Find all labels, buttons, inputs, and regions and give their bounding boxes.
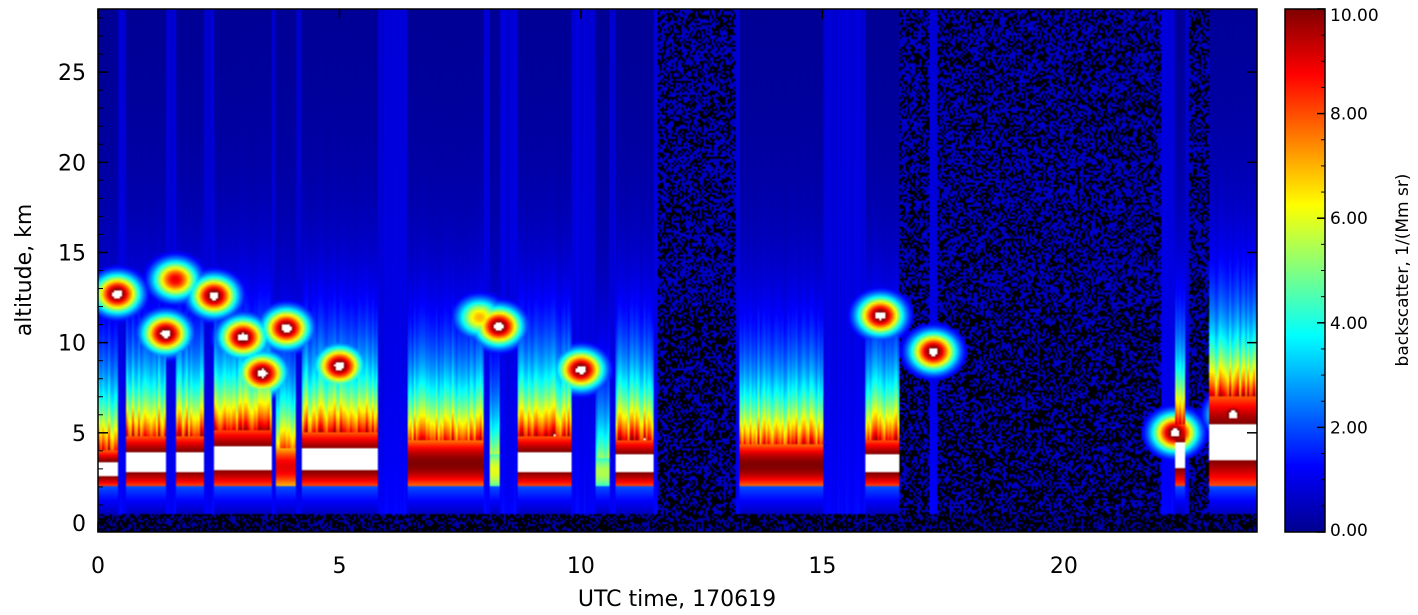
y-axis-label: altitude, km <box>12 204 37 337</box>
colorbar-tick-label: 10.00 <box>1330 6 1379 26</box>
colorbar-tick-label: 2.00 <box>1330 418 1368 438</box>
colorbar-ticks: 0.00 2.00 4.00 6.00 8.00 10.00 <box>1317 6 1379 541</box>
y-tick-label: 0 <box>72 512 86 537</box>
colorbar-label: backscatter, 1/(Mm sr) <box>1393 174 1413 367</box>
y-axis: 0 5 10 15 20 25 <box>58 17 1257 537</box>
colorbar-tick-label: 4.00 <box>1330 314 1368 334</box>
backscatter-heatmap <box>98 9 1257 532</box>
x-axis: 0 5 10 15 20 <box>91 9 1258 579</box>
y-tick-label: 25 <box>58 61 86 86</box>
colorbar-tick-label: 0.00 <box>1330 521 1368 541</box>
x-tick-label: 0 <box>91 554 105 579</box>
y-tick-label: 15 <box>58 241 86 266</box>
y-tick-label: 20 <box>58 151 86 176</box>
colorbar-gradient <box>1285 9 1325 532</box>
x-axis-label: UTC time, 170619 <box>578 587 776 612</box>
plot-area <box>97 8 1258 533</box>
y-tick-label: 10 <box>58 332 86 357</box>
x-tick-label: 5 <box>332 554 346 579</box>
x-tick-label: 15 <box>808 554 836 579</box>
x-tick-label: 10 <box>567 554 595 579</box>
colorbar: 0.00 2.00 4.00 6.00 8.00 10.00 backscatter, 1… <box>1284 6 1413 541</box>
colorbar-tick-label: 8.00 <box>1330 105 1368 125</box>
colorbar-tick-label: 6.00 <box>1330 209 1368 229</box>
y-tick-label: 5 <box>72 422 86 447</box>
x-tick-label: 20 <box>1050 554 1078 579</box>
